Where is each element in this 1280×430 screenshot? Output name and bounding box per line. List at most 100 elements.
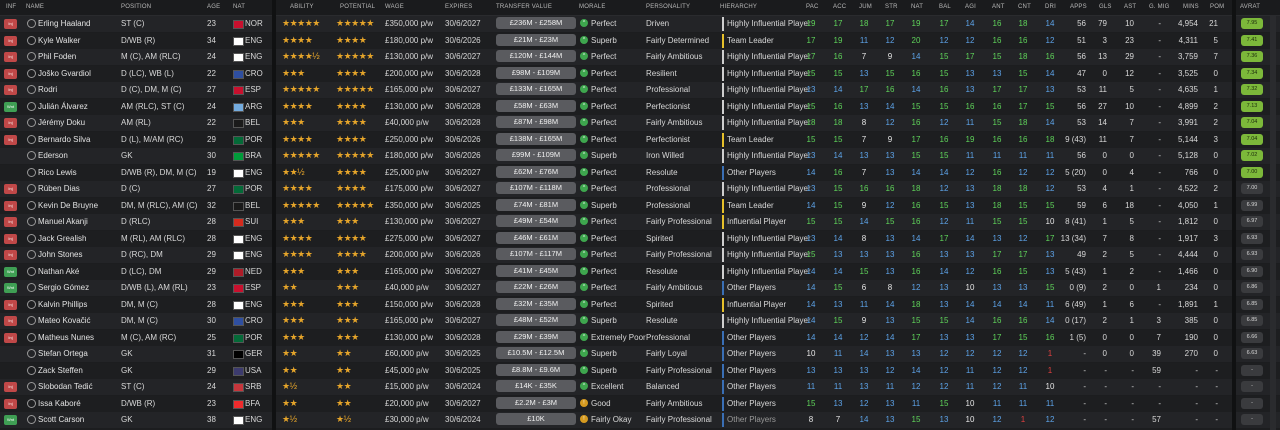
col-potential[interactable]: POTENTIAL — [340, 4, 376, 10]
transfer-value[interactable]: £21M - £23M — [496, 33, 576, 46]
status-badge[interactable]: Inj — [4, 382, 17, 392]
player-name[interactable]: Kevin De Bruyne — [38, 200, 99, 210]
col-acc[interactable]: ACC — [833, 4, 847, 10]
col-ability[interactable]: ABILITY — [290, 4, 314, 10]
col-expires[interactable]: EXPIRES — [445, 4, 473, 10]
player-name[interactable]: Stefan Ortega — [38, 349, 88, 358]
transfer-value[interactable]: £62M - £76M — [496, 165, 576, 178]
player-name[interactable]: Bernardo Silva — [38, 134, 91, 144]
transfer-value[interactable]: £22M - £26M — [496, 281, 576, 293]
transfer-value[interactable]: £32M - £35M — [496, 297, 576, 310]
col-dri[interactable]: DRI — [1045, 4, 1056, 10]
table-row[interactable]: Zack Steffen GK 29 USA ★★ ★★ £45,000 p/w 30/6/2… — [0, 362, 1280, 379]
col-gls[interactable]: GLS — [1099, 4, 1112, 10]
col-apps[interactable]: APPS — [1070, 4, 1087, 10]
transfer-value[interactable]: £8.8M - £9.6M — [496, 363, 576, 376]
table-row[interactable]: Inj Matheus Nunes M (C), AM (RC) 25 POR ★★★ ★★… — [0, 329, 1280, 346]
col-agi[interactable]: AGI — [965, 4, 976, 10]
col-nat2[interactable]: NAT — [911, 4, 924, 10]
transfer-value[interactable]: £120M - £144M — [496, 50, 576, 62]
table-row[interactable]: Inj Bernardo Silva D (L), M/AM (RC) 29 POR ★★… — [0, 131, 1280, 148]
player-name[interactable]: Sergio Gómez — [38, 283, 90, 292]
player-name[interactable]: Phil Foden — [38, 52, 77, 61]
table-row[interactable]: Inj Joško Gvardiol D (LC), WB (L) 22 CRO ★★★ ★… — [0, 65, 1280, 82]
player-name[interactable]: John Stones — [38, 250, 83, 259]
player-name[interactable]: Rico Lewis — [38, 167, 77, 177]
vertical-scrollbar[interactable] — [1270, 15, 1276, 430]
col-mins[interactable]: MINS — [1183, 4, 1199, 10]
table-row[interactable]: Ederson GK 30 BRA ★★★★★ ★★★★★ £180,000 p/w 30/6… — [0, 148, 1280, 165]
table-row[interactable]: Inj Manuel Akanji D (RLC) 28 SUI ★★★ ★★★ £130,0… — [0, 214, 1280, 231]
transfer-value[interactable]: £87M - £98M — [496, 116, 576, 128]
transfer-value[interactable]: £41M - £45M — [496, 264, 576, 277]
table-row[interactable]: Inj Jack Grealish M (RL), AM (RLC) 28 ENG ★★★… — [0, 230, 1280, 247]
player-name[interactable]: Issa Kaboré — [38, 398, 81, 408]
table-row[interactable]: Inj Phil Foden M (C), AM (RLC) 24 ENG ★★★★½ ★★… — [0, 49, 1280, 66]
transfer-value[interactable]: £14K - £35K — [496, 380, 576, 392]
table-row[interactable]: Wnt Nathan Aké D (LC), DM 29 NED ★★★ ★★★ £165,0… — [0, 263, 1280, 280]
col-personality[interactable]: PERSONALITY — [646, 4, 691, 10]
player-name[interactable]: Ederson — [38, 151, 68, 160]
status-badge[interactable]: Wnt — [4, 101, 17, 112]
table-row[interactable]: Wnt Scott Carson GK 38 ENG ★½ ★½ £30,000 p/w 30/… — [0, 412, 1280, 429]
table-row[interactable]: Inj Issa Kaboré D/WB (R) 23 BFA ★★ ★★ £20,000 p… — [0, 395, 1280, 412]
status-badge[interactable]: Wnt — [4, 266, 17, 277]
table-row[interactable]: Wnt Sergio Gómez D/WB (L), AM (RL) 23 ESP ★★ ★… — [0, 280, 1280, 297]
status-badge[interactable]: Inj — [4, 52, 17, 62]
player-name[interactable]: Mateo Kovačić — [38, 316, 91, 325]
transfer-value[interactable]: £107M - £118M — [496, 182, 576, 194]
transfer-value[interactable]: £29M - £39M — [496, 330, 576, 343]
player-name[interactable]: Jack Grealish — [38, 233, 87, 243]
transfer-value[interactable]: £48M - £52M — [496, 314, 576, 326]
col-gmig[interactable]: G. MIG — [1149, 4, 1170, 10]
transfer-value[interactable]: £107M - £117M — [496, 248, 576, 260]
col-str[interactable]: STR — [885, 4, 898, 10]
table-row[interactable]: Inj Jérémy Doku AM (RL) 22 BEL ★★★ ★★★★ £40,000… — [0, 115, 1280, 132]
transfer-value[interactable]: £10.5M - £12.5M — [496, 347, 576, 359]
status-badge[interactable]: Inj — [4, 200, 17, 211]
col-pom[interactable]: POM — [1210, 4, 1225, 10]
table-row[interactable]: Stefan Ortega GK 31 GER ★★ ★★ £60,000 p/w 30/6/… — [0, 346, 1280, 363]
table-row[interactable]: Inj Rodri D (C), DM, M (C) 27 ESP ★★★★★ ★★★★★ £… — [0, 82, 1280, 99]
transfer-value[interactable]: £99M - £109M — [496, 149, 576, 161]
transfer-value[interactable]: £2.2M - £3M — [496, 396, 576, 409]
table-row[interactable]: Inj Kalvin Phillips DM, M (C) 28 ENG ★★★ ★★★ £1… — [0, 296, 1280, 313]
col-ast[interactable]: AST — [1124, 4, 1137, 10]
player-name[interactable]: Zack Steffen — [38, 365, 83, 375]
player-name[interactable]: Erling Haaland — [38, 19, 91, 28]
transfer-value[interactable]: £58M - £63M — [496, 99, 576, 112]
player-name[interactable]: Joško Gvardiol — [38, 68, 91, 78]
col-inf[interactable]: INF — [6, 4, 17, 10]
table-row[interactable]: Inj John Stones D (RC), DM 29 ENG ★★★★ ★★★★ £20… — [0, 247, 1280, 264]
table-row[interactable]: Inj Erling Haaland ST (C) 23 NOR ★★★★★ ★★★★★ £3… — [0, 16, 1280, 33]
player-name[interactable]: Slobodan Tedić — [38, 382, 93, 391]
status-badge[interactable]: Wnt — [4, 283, 17, 293]
col-jum[interactable]: JUM — [859, 4, 872, 10]
player-name[interactable]: Manuel Akanji — [38, 217, 88, 226]
table-row[interactable]: Rico Lewis D/WB (R), DM, M (C) 19 ENG ★★½ ★★★… — [0, 164, 1280, 181]
col-position[interactable]: POSITION — [121, 4, 152, 10]
col-wage[interactable]: WAGE — [385, 4, 404, 10]
status-badge[interactable]: Inj — [4, 68, 17, 79]
player-name[interactable]: Kalvin Phillips — [38, 299, 88, 309]
status-badge[interactable]: Inj — [4, 332, 17, 343]
status-badge[interactable]: Inj — [4, 85, 17, 95]
col-transfer-value[interactable]: TRANSFER VALUE — [496, 4, 553, 10]
col-morale[interactable]: MORALE — [579, 4, 606, 10]
status-badge[interactable]: Inj — [4, 19, 17, 29]
transfer-value[interactable]: £236M - £258M — [496, 17, 576, 29]
status-badge[interactable]: Inj — [4, 134, 17, 145]
col-pac[interactable]: PAC — [806, 4, 819, 10]
col-bal[interactable]: BAL — [939, 4, 951, 10]
table-row[interactable]: Inj Kevin De Bruyne DM, M (RLC), AM (C) 32 B… — [0, 197, 1280, 214]
status-badge[interactable]: Inj — [4, 299, 17, 310]
player-name[interactable]: Matheus Nunes — [38, 332, 95, 342]
table-row[interactable]: Inj Slobodan Tedić ST (C) 24 SRB ★½ ★★ £15,000 … — [0, 379, 1280, 396]
player-name[interactable]: Jérémy Doku — [38, 118, 86, 127]
status-badge[interactable]: Inj — [4, 233, 17, 244]
transfer-value[interactable]: £46M - £61M — [496, 231, 576, 244]
col-cnt[interactable]: CNT — [1018, 4, 1031, 10]
col-avrat[interactable]: AVRAT — [1240, 4, 1261, 10]
table-row[interactable]: Wnt Julián Álvarez AM (RLC), ST (C) 24 ARG ★★… — [0, 98, 1280, 115]
transfer-value[interactable]: £74M - £81M — [496, 198, 576, 211]
